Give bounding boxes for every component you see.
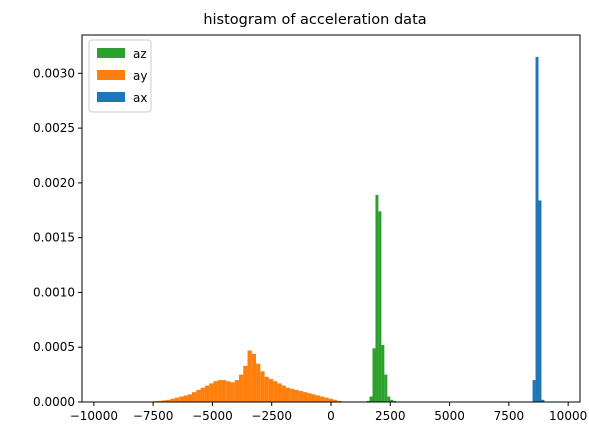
bar-ax — [532, 380, 536, 402]
bar-ay — [324, 397, 329, 402]
bar-ay — [230, 382, 235, 402]
bars-layer — [93, 56, 545, 402]
bar-ay — [192, 392, 197, 402]
legend-swatch-ax — [97, 92, 125, 102]
x-tick-label: 0 — [327, 409, 335, 423]
bar-ay — [273, 381, 278, 402]
legend-swatch-az — [97, 48, 125, 58]
y-tick-label: 0.0030 — [33, 66, 75, 80]
bar-ay — [243, 365, 248, 402]
bar-ay — [174, 397, 180, 402]
y-tick-label: 0.0015 — [33, 231, 75, 245]
x-tick-label: 2500 — [375, 409, 406, 423]
bar-ay — [217, 380, 222, 402]
bar-ay — [277, 383, 282, 402]
bar-ay — [209, 383, 214, 402]
bar-ay — [238, 374, 244, 402]
axes-frame — [81, 34, 581, 403]
legend: az ay ax — [88, 39, 152, 113]
bar-az — [366, 400, 370, 402]
bar-ay — [247, 350, 252, 402]
bar-ay — [162, 400, 167, 402]
bar-ay — [170, 398, 175, 402]
bar-ay — [166, 399, 171, 402]
bar-ay — [256, 363, 261, 402]
bar-ax — [538, 200, 542, 402]
bar-ay — [332, 399, 338, 402]
x-tick-label: −2500 — [251, 409, 292, 423]
bar-ay — [303, 392, 308, 402]
bar-ay — [251, 353, 257, 402]
bar-ay — [221, 380, 227, 402]
bar-ay — [294, 389, 299, 402]
bar-ay — [328, 398, 333, 402]
bar-ay — [307, 393, 312, 402]
y-tick-label: 0.0005 — [33, 340, 75, 354]
bar-ay — [268, 378, 274, 402]
bar-az — [375, 194, 379, 402]
bar-ay — [196, 389, 201, 402]
bar-ay — [157, 400, 163, 402]
legend-label-ax: ax — [133, 91, 147, 105]
bar-az — [378, 211, 382, 402]
bar-ay — [337, 400, 342, 402]
bar-ay — [226, 381, 231, 402]
bar-az — [390, 399, 394, 402]
bar-ax — [541, 399, 545, 402]
bar-ay — [200, 387, 205, 402]
y-tick-label: 0.0000 — [33, 395, 75, 409]
bar-ay — [260, 371, 265, 402]
bar-az — [384, 374, 388, 402]
bar-ay — [298, 391, 304, 402]
x-tick-label: −7500 — [133, 409, 174, 423]
bar-az — [369, 396, 373, 402]
bar-ay — [183, 395, 188, 402]
x-tick-label: 10000 — [549, 409, 587, 423]
y-tick-label: 0.0020 — [33, 176, 75, 190]
bar-az — [372, 348, 376, 402]
bar-ay — [311, 394, 316, 402]
bar-az — [381, 345, 385, 402]
bar-ay — [264, 376, 269, 402]
legend-label-az: az — [133, 47, 147, 61]
x-tick-label: −5000 — [192, 409, 233, 423]
x-tick-label: 7500 — [494, 409, 525, 423]
bar-ay — [213, 381, 218, 402]
bar-ax — [535, 56, 539, 402]
bar-ay — [281, 385, 286, 402]
bar-ay — [315, 395, 321, 402]
bar-ay — [187, 394, 193, 402]
x-tick-label: −10000 — [70, 409, 118, 423]
bar-az — [393, 400, 397, 402]
bar-ay — [290, 388, 295, 402]
legend-swatch-ay — [97, 70, 125, 80]
y-tick-label: 0.0025 — [33, 121, 75, 135]
bar-ay — [285, 387, 291, 402]
bar-ay — [320, 396, 325, 402]
bar-ay — [179, 396, 184, 402]
bar-az — [387, 396, 391, 402]
chart-title: histogram of acceleration data — [203, 12, 426, 28]
bar-ay — [234, 380, 239, 402]
y-axis: 0.0000 0.0005 0.0010 0.0015 0.0020 0.0025 0.00… — [33, 66, 82, 409]
y-tick-label: 0.0010 — [33, 285, 75, 299]
x-axis: −10000 −7500 −5000 −2500 0 2500 5000 7500 10000 — [70, 402, 587, 423]
x-tick-label: 5000 — [434, 409, 465, 423]
legend-label-ay: ay — [133, 69, 147, 83]
bar-ay — [204, 385, 210, 402]
